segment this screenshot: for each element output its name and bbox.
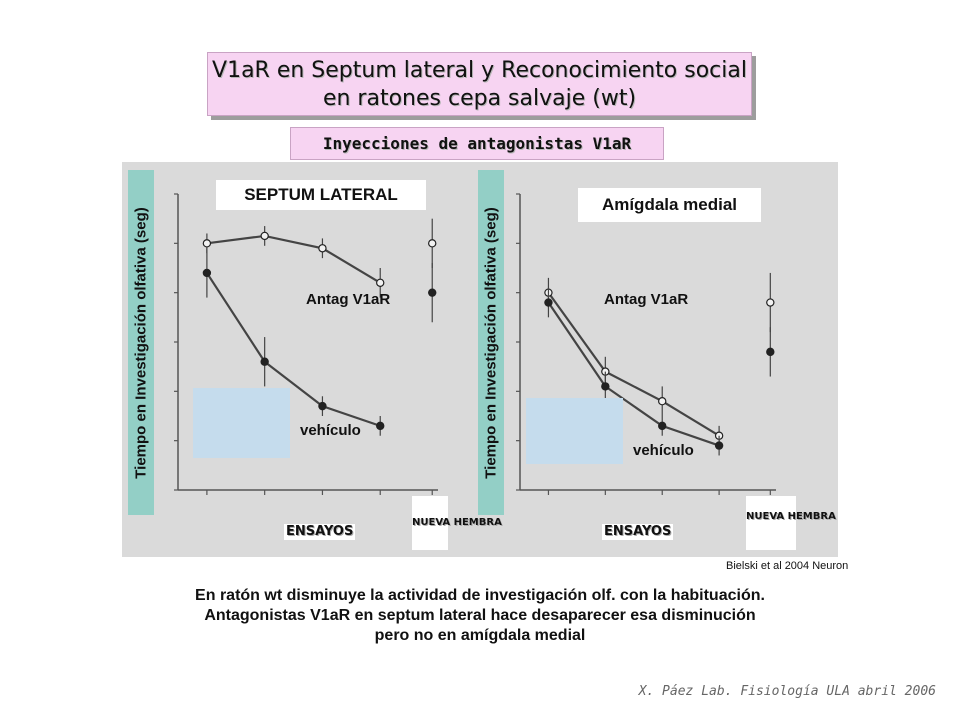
panel1-series-vehiculo-point [376, 421, 385, 431]
panel1-series-vehiculo-point [202, 268, 212, 278]
panel1-xlabel: ENSAYOS [284, 524, 356, 540]
panel1-series-vehiculo-line [205, 272, 381, 427]
panel1-nueva-hembra: NUEVA HEMBRA [412, 496, 502, 550]
plots-svg [174, 193, 776, 495]
panel1-ylabel: Tiempo en Investigación olfativa (seg) [132, 206, 150, 479]
panel2-series-vehiculo-point [714, 441, 724, 450]
subtitle: Inyecciones de antagonistas V1aR [290, 127, 664, 160]
figure-area: Tiempo en Investigación olfativa (seg) S… [122, 162, 838, 557]
panel2-vehiculo-label: vehículo [633, 442, 694, 459]
panel2-series-vehiculo-point [601, 382, 610, 391]
title-box: V1aR en Septum lateral y Reconocimiento … [207, 52, 752, 116]
panel1-ylabel-strip: Tiempo en Investigación olfativa (seg) [128, 170, 154, 515]
panel1-series-vehiculo-point [260, 357, 269, 366]
panel2-series-vehiculo-point [544, 298, 553, 307]
panel2-antag-label: Antag V1aR [604, 291, 689, 308]
panel1-series-antag-newfemale-point [428, 239, 437, 248]
panel2-nueva-hembra: NUEVA HEMBRA [746, 496, 836, 550]
panel2-series-vehiculo-newfemale-point [766, 347, 775, 357]
panel2-series-antag-newfemale-point [766, 298, 775, 307]
panel2-ylabel: Tiempo en Investigación olfativa (seg) [482, 206, 500, 479]
panel1-series-antag-point [376, 278, 385, 288]
panel1-series-vehiculo-point [318, 401, 327, 411]
caption-line-2: Antagonistas V1aR en septum lateral hace… [204, 607, 756, 624]
caption-line-1: En ratón wt disminuye la actividad de in… [195, 587, 765, 604]
footer-credit: X. Páez Lab. Fisiología ULA abril 2006 [638, 684, 936, 699]
panel1-series-antag-point [260, 231, 269, 241]
panel2-patch [526, 398, 623, 464]
title-line-2: en ratones cepa salvaje (wt) [322, 86, 637, 111]
panel1-series-antag-point [318, 244, 327, 253]
caption-line-3: pero no en amígdala medial [374, 627, 586, 644]
panel2-series-vehiculo-point [658, 421, 667, 431]
panel2-series-antag-line [547, 292, 720, 437]
panel2-ylabel-strip: Tiempo en Investigación olfativa (seg) [478, 170, 504, 515]
title-line-1: V1aR en Septum lateral y Reconocimiento … [212, 58, 747, 83]
panel2-series-antag-point [658, 396, 667, 406]
panel1-series-antag-point [202, 239, 212, 248]
panel2-series-vehiculo-line [547, 301, 720, 447]
panel1-antag-label: Antag V1aR [306, 291, 391, 308]
citation: Bielski et al 2004 Neuron [726, 560, 849, 572]
panel1-vehiculo-label: vehículo [300, 422, 361, 439]
caption: En ratón wt disminuye la actividad de in… [120, 586, 840, 646]
panel1-series-antag-line [206, 234, 381, 284]
panel2-title: Amígdala medial [578, 188, 761, 222]
panel2-xlabel: ENSAYOS [602, 524, 674, 540]
panel1-series-vehiculo-newfemale-point [428, 288, 437, 297]
panel1-patch [193, 388, 290, 458]
panel1-title: SEPTUM LATERAL [216, 180, 426, 210]
